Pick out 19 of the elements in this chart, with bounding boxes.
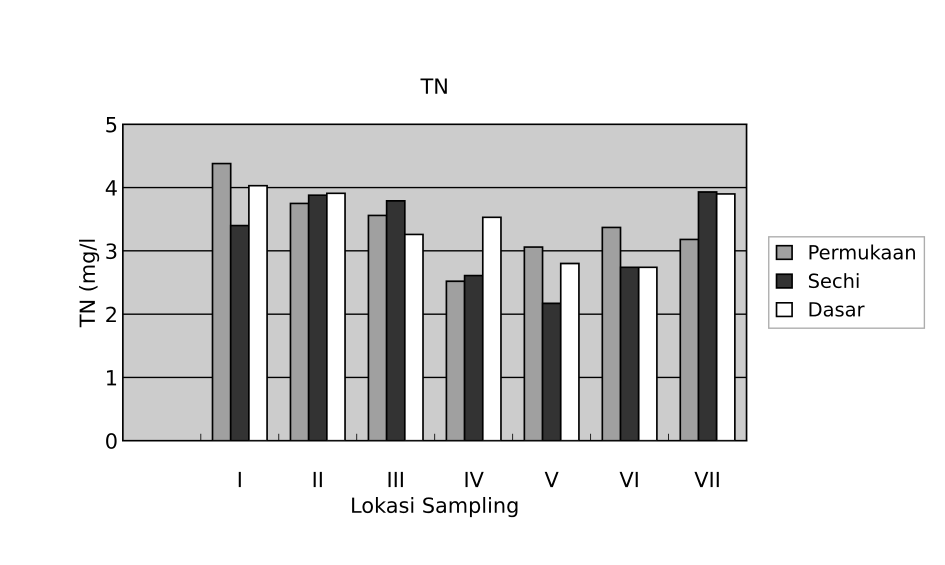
y-axis-title: TN (mg/l <box>79 240 100 328</box>
chart-title: TN <box>420 78 447 94</box>
x-tick-label: III <box>388 472 403 488</box>
x-tick-label: I <box>238 472 241 488</box>
x-tick-label: VI <box>620 472 638 488</box>
y-tick-label: 2 <box>106 306 116 322</box>
x-axis-title: Lokasi Sampling <box>352 496 518 518</box>
x-tick-label: V <box>544 472 559 488</box>
y-tick-label: 0 <box>106 433 117 449</box>
y-tick-label: 1 <box>107 370 116 386</box>
legend-label: Dasar <box>810 302 865 317</box>
y-tick-label: 4 <box>106 180 117 196</box>
x-tick-label: II <box>314 472 322 488</box>
legend-label: Sechi <box>808 273 859 288</box>
y-tick-label: 3 <box>106 243 116 260</box>
x-tick-label: IV <box>466 472 484 488</box>
legend-label: Permukaan <box>810 244 915 260</box>
y-tick-label: 5 <box>106 117 116 133</box>
x-tick-label: VII <box>694 472 719 488</box>
